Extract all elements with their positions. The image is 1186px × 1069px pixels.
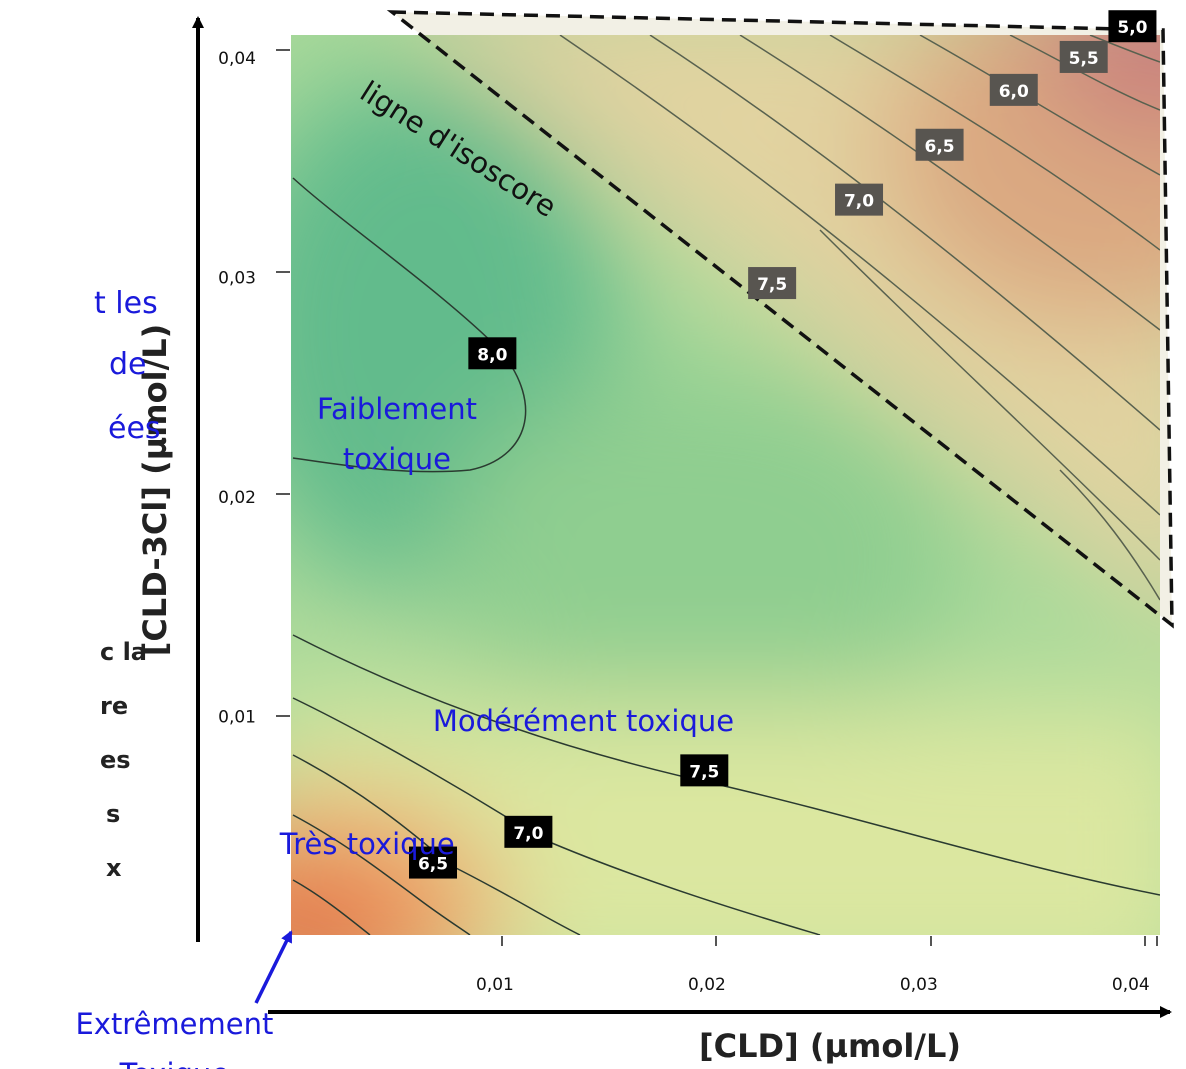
contour-label-text: 6,0 (999, 82, 1029, 102)
tick-labels: 0,01 0,02 0,03 0,04 0,01 0,02 0,03 0,04 (218, 49, 1150, 995)
region-label: Très toxique (279, 827, 455, 861)
contour-upper-1 (559, 35, 1160, 516)
contour-label: 6,5 (409, 846, 458, 879)
contour-label: 8,0 (468, 337, 517, 370)
contour-label-box (680, 754, 729, 787)
left-fragment-bold-3: es (100, 746, 131, 774)
left-fragment-bold-4: s (106, 800, 121, 828)
contour-label: 7,0 (835, 183, 884, 216)
region-label: Faiblement toxique (317, 392, 477, 476)
contour-label: 7,5 (748, 267, 797, 300)
y-axis-title: [CLD-3Cl] (µmol/L) (136, 324, 174, 657)
contour-label-box (748, 267, 797, 300)
contour-label-text: 7,0 (513, 824, 543, 844)
x-tick-label: 0,02 (688, 975, 726, 995)
y-tick-label: 0,03 (218, 268, 256, 288)
y-tick-label: 0,01 (218, 707, 256, 727)
contour-labels: 8,0 7,5 7,0 6,5 7,5 7,0 6,5 6,0 5,5 5,0 (409, 10, 1157, 879)
left-fragment-blue-3: ées (108, 411, 161, 446)
contour-label-box (409, 846, 458, 879)
region-label-line: Faiblement (317, 392, 477, 426)
contour-label: 6,0 (989, 73, 1038, 106)
contour-label: 6,5 (915, 128, 964, 161)
x-axis-title: [CLD] (µmol/L) (699, 1027, 961, 1065)
extreme-arrow (254, 930, 293, 1004)
contour-upper-7 (1089, 35, 1160, 63)
contour-label-text: 8,0 (477, 345, 507, 365)
x-tick-label: 0,03 (900, 975, 938, 995)
left-fragment-blue-2: de (109, 347, 147, 382)
contour-label-text: 7,5 (689, 762, 719, 782)
contour-label-box (989, 73, 1038, 106)
left-fragment-bold-5: x (106, 854, 122, 882)
y-tick-label: 0,04 (218, 49, 256, 69)
contour-lines (292, 35, 1160, 935)
contour-label-text: 5,5 (1069, 49, 1099, 69)
x-tick-label: 0,04 (1112, 975, 1150, 995)
contour-label: 7,0 (504, 815, 553, 848)
contour-upper-3 (739, 35, 1160, 331)
region-label-line: Très toxique (279, 827, 455, 861)
contour-label-box (1059, 40, 1108, 73)
contour-upper-6 (1009, 35, 1160, 111)
region-label-line: toxique (343, 442, 451, 476)
contour-label: 5,0 (1108, 10, 1157, 43)
isoscore-region (386, 10, 1174, 629)
region-label-line: Toxique (119, 1057, 230, 1069)
contour-label-box (1108, 10, 1157, 43)
contour-upper-5 (919, 35, 1160, 176)
contour-6-0-lower (292, 814, 471, 935)
contour-upper-8 (819, 229, 1160, 561)
contour-label-box (504, 815, 553, 848)
contour-8-0 (292, 177, 527, 473)
heatmap-background (291, 35, 1160, 935)
region-label: Modérément toxique (433, 704, 734, 738)
contour-label: 7,5 (680, 754, 729, 787)
left-fragment-bold-2: re (100, 692, 129, 720)
contour-label-box (468, 337, 517, 370)
contour-upper-9 (1059, 469, 1160, 601)
contour-label-text: 7,0 (844, 192, 874, 212)
region-label-line: Extrêmement (75, 1007, 273, 1041)
contour-label-text: 6,5 (418, 855, 448, 875)
contour-label: 5,5 (1059, 40, 1108, 73)
region-label: Extrêmement Toxique (75, 1007, 273, 1069)
region-label-line: Modérément toxique (433, 704, 734, 738)
left-fragment-bold-1: c la (100, 638, 148, 666)
x-tick-label: 0,01 (476, 975, 514, 995)
contour-label-box (915, 128, 964, 161)
region-labels: Faiblement toxique Modérément toxique Très … (75, 392, 734, 1069)
left-fragment-blue-1: t les (94, 286, 158, 321)
contour-label-box (835, 183, 884, 216)
contour-upper-4 (829, 35, 1160, 251)
contour-5-5-lower (292, 879, 371, 935)
contour-label-text: 6,5 (925, 137, 955, 157)
contour-label-text: 7,5 (757, 275, 787, 295)
tick-marks (276, 49, 1158, 946)
contour-label-text: 5,0 (1117, 18, 1147, 38)
y-tick-label: 0,02 (218, 488, 256, 508)
